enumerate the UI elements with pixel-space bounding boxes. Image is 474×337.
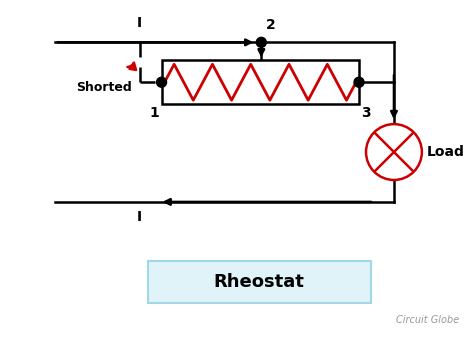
Text: Rheostat: Rheostat: [214, 273, 305, 291]
Text: Shorted: Shorted: [76, 81, 132, 94]
Text: Load: Load: [427, 145, 465, 159]
FancyBboxPatch shape: [147, 261, 371, 303]
FancyArrowPatch shape: [128, 63, 136, 70]
Text: I: I: [137, 210, 142, 224]
Circle shape: [256, 37, 266, 47]
Text: I: I: [137, 17, 142, 30]
Text: 3: 3: [361, 106, 371, 120]
Text: 1: 1: [150, 106, 160, 120]
Bar: [162, 60, 359, 104]
Text: Circuit Globe: Circuit Globe: [395, 314, 459, 325]
Circle shape: [366, 124, 422, 180]
Circle shape: [156, 77, 166, 87]
Circle shape: [354, 77, 364, 87]
Text: 2: 2: [266, 18, 276, 32]
